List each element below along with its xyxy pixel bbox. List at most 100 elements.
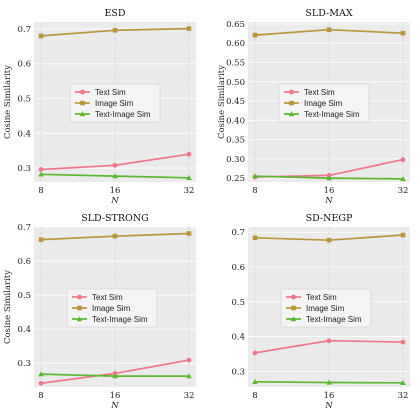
- y-tick-label: 0.65: [226, 20, 245, 30]
- legend-label: Image Sim: [95, 99, 134, 108]
- chart-title: SLD-STRONG: [81, 213, 149, 224]
- series-text-sim: [38, 151, 192, 172]
- legend-frame: [278, 83, 370, 123]
- series-image-sim: [38, 26, 192, 39]
- data-point: [112, 173, 118, 179]
- data-point: [252, 32, 258, 38]
- series-image-sim: [252, 232, 406, 243]
- series-text-image-sim: [252, 378, 406, 386]
- x-tick-label: 16: [110, 186, 121, 196]
- legend: Text Sim Image Sim Text-Image Sim: [278, 83, 370, 123]
- legend-label: Image Sim: [304, 99, 343, 108]
- y-axis-label: Cosine Similarity: [217, 65, 227, 139]
- data-point: [186, 26, 192, 31]
- legend: Text Sim Image Sim Text-Image Sim: [66, 288, 158, 328]
- data-point: [252, 350, 258, 356]
- legend-marker: [288, 111, 295, 117]
- x-axis-label: N: [324, 401, 333, 411]
- y-axis-label: Cosine Similarity: [3, 65, 13, 139]
- y-tick-label: 0.5: [17, 95, 31, 105]
- chart-title: SLD-MAX: [305, 8, 352, 19]
- data-point: [186, 373, 192, 379]
- data-point: [38, 33, 44, 39]
- data-point: [38, 371, 44, 377]
- legend-label: Text Sim: [304, 88, 335, 97]
- x-axis-label: N: [324, 196, 333, 206]
- data-point: [400, 30, 406, 36]
- data-point: [112, 28, 118, 33]
- y-tick-label: 0.30: [226, 155, 245, 165]
- series-text-image-sim: [38, 171, 192, 181]
- y-tick-label: 0.3: [17, 164, 31, 174]
- data-point: [112, 162, 118, 168]
- data-point: [326, 27, 332, 33]
- legend-marker: [80, 100, 85, 106]
- x-tick-label: 16: [110, 391, 121, 401]
- y-tick-label: 0.4: [17, 129, 31, 139]
- x-tick-label: 32: [184, 391, 195, 401]
- legend-marker: [80, 89, 85, 95]
- y-tick-label: 0.6: [231, 263, 245, 273]
- data-point: [38, 380, 44, 386]
- x-tick-label: 8: [38, 186, 43, 196]
- data-point: [326, 237, 332, 243]
- y-tick-label: 0.25: [226, 174, 245, 184]
- y-tick-label: 0.3: [17, 359, 31, 369]
- legend-marker: [289, 100, 294, 106]
- legend-marker: [76, 316, 83, 322]
- legend-marker: [77, 305, 82, 311]
- x-tick-label: 32: [398, 186, 409, 196]
- y-tick-label: 0.4: [231, 333, 245, 343]
- x-tick-label: 32: [398, 391, 409, 401]
- legend-marker: [291, 294, 296, 300]
- legend-marker: [79, 111, 86, 117]
- data-point: [186, 357, 192, 363]
- chart-title: SD-NEGP: [306, 213, 353, 224]
- legend-frame: [66, 288, 158, 328]
- subplot-sld-max: 0.25 0.30 0.35 0.40 0.45 0.50 0.55 0.60 0.65 8 16 3…: [217, 8, 410, 206]
- y-tick-label: 0.6: [17, 257, 31, 267]
- series-text-image-sim: [38, 371, 192, 379]
- x-tick-label: 8: [252, 186, 257, 196]
- y-tick-label: 0.50: [226, 78, 245, 88]
- x-tick-label: 16: [324, 391, 335, 401]
- data-point: [38, 167, 44, 172]
- y-tick-label: 0.7: [17, 25, 31, 35]
- data-point: [186, 231, 192, 236]
- y-tick-label: 0.6: [17, 60, 31, 70]
- y-tick-label: 0.60: [226, 39, 245, 49]
- y-tick-label: 0.5: [231, 298, 245, 308]
- data-point: [186, 175, 192, 181]
- data-point: [400, 380, 406, 386]
- y-tick-label: 0.35: [226, 136, 245, 146]
- legend-label: Text-Image Sim: [306, 315, 362, 324]
- data-point: [38, 237, 44, 242]
- series-text-sim: [252, 338, 406, 356]
- x-tick-label: 32: [184, 186, 195, 196]
- y-tick-label: 0.3: [231, 367, 245, 377]
- y-tick-label: 0.40: [226, 116, 245, 126]
- series-image-sim: [252, 27, 406, 38]
- data-point: [400, 157, 406, 163]
- data-point: [252, 235, 258, 241]
- x-tick-label: 8: [38, 391, 43, 401]
- legend-frame: [280, 288, 372, 328]
- legend-label: Text Sim: [95, 88, 126, 97]
- data-point: [112, 373, 118, 379]
- legend-marker: [291, 305, 296, 311]
- data-point: [400, 339, 406, 345]
- data-point: [326, 175, 332, 181]
- data-point: [400, 232, 406, 238]
- series-text-image-sim: [252, 173, 406, 182]
- y-axis-label: Cosine Similarity: [3, 270, 13, 344]
- y-tick-label: 0.7: [231, 228, 245, 238]
- x-tick-label: 16: [324, 186, 335, 196]
- y-tick-label: 0.7: [17, 223, 31, 233]
- data-point: [400, 176, 406, 182]
- legend: Text Sim Image Sim Text-Image Sim: [69, 83, 161, 123]
- data-point: [252, 378, 258, 384]
- x-tick-label: 8: [252, 391, 257, 401]
- y-tick-label: 0.45: [226, 97, 245, 107]
